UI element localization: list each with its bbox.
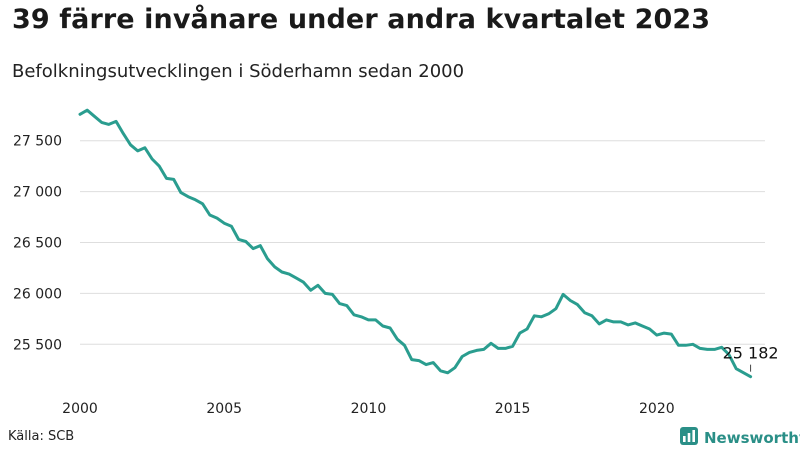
series-line bbox=[78, 108, 753, 379]
y-axis-ticks: 25 500 26 000 26 500 27 000 27 500 bbox=[13, 134, 62, 354]
y-tick-label: 25 500 bbox=[13, 337, 62, 353]
series-layer bbox=[78, 108, 753, 379]
annotation-layer: 25 182 bbox=[723, 344, 779, 372]
annotation-label: 25 182 bbox=[723, 344, 779, 363]
brand-logo[interactable]: Newsworthy bbox=[680, 427, 800, 449]
chart-title: 39 färre invånare under andra kvartalet … bbox=[12, 4, 711, 35]
source-note: Källa: SCB bbox=[8, 429, 75, 444]
y-tick-label: 27 000 bbox=[13, 185, 62, 201]
x-tick-label: 2005 bbox=[206, 401, 242, 417]
y-tick-label: 26 000 bbox=[13, 286, 62, 302]
y-tick-label: 26 500 bbox=[13, 236, 62, 252]
grid-lines bbox=[80, 140, 765, 345]
x-tick-label: 2010 bbox=[351, 401, 387, 417]
x-tick-label: 2015 bbox=[495, 401, 531, 417]
brand-name: Newsworthy bbox=[704, 429, 800, 447]
x-tick-label: 2000 bbox=[62, 401, 98, 417]
x-tick-label: 2020 bbox=[639, 401, 675, 417]
x-axis-ticks: 2000 2005 2010 2015 2020 bbox=[62, 401, 674, 417]
y-tick-label: 27 500 bbox=[13, 134, 62, 150]
chart-subtitle: Befolkningsutvecklingen i Söderhamn seda… bbox=[12, 61, 465, 82]
bar-chart-logo-icon bbox=[680, 427, 698, 449]
